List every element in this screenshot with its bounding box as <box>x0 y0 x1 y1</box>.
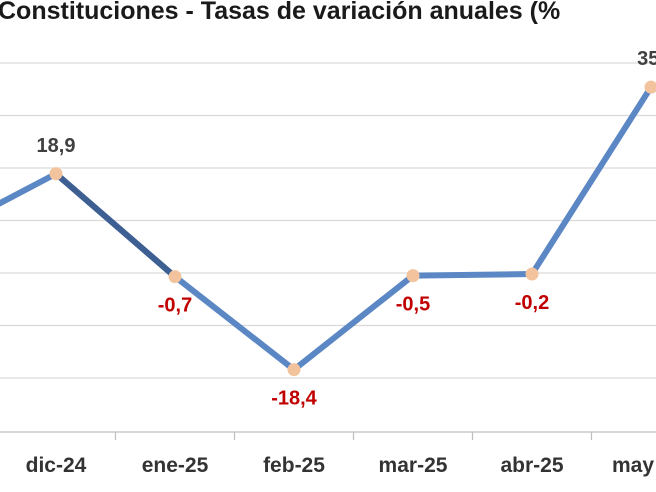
x-tick-label: dic-24 <box>26 454 87 477</box>
data-points <box>49 80 656 377</box>
x-tick-label: abr-25 <box>500 454 563 477</box>
x-tick-label: ene-25 <box>142 454 209 477</box>
x-tick-label: mar-25 <box>379 454 448 477</box>
x-tick-labels: dic-24 ene-25 feb-25 mar-25 abr-25 may <box>26 454 655 477</box>
data-point <box>525 267 539 281</box>
series-segment-highlight <box>53 170 178 280</box>
data-label: -0,7 <box>158 295 192 317</box>
data-label: -0,5 <box>396 294 430 316</box>
data-labels: 18,9 -0,7 -18,4 -0,5 -0,2 35, <box>37 48 656 409</box>
data-label: -0,2 <box>515 292 549 314</box>
data-label: 18,9 <box>37 135 76 157</box>
x-axis <box>0 431 656 440</box>
chart-title: Constituciones - Tasas de variación anua… <box>0 0 561 25</box>
x-tick-label: may <box>612 454 654 477</box>
data-label: 35, <box>637 48 656 70</box>
data-point <box>287 363 301 377</box>
data-point <box>49 167 63 181</box>
series <box>0 84 654 373</box>
gridlines <box>0 62 656 379</box>
data-label: -18,4 <box>271 388 317 410</box>
data-point <box>644 80 656 94</box>
x-tick-label: feb-25 <box>263 454 325 477</box>
series-line <box>0 84 654 373</box>
data-point <box>168 270 182 284</box>
data-point <box>406 269 420 283</box>
